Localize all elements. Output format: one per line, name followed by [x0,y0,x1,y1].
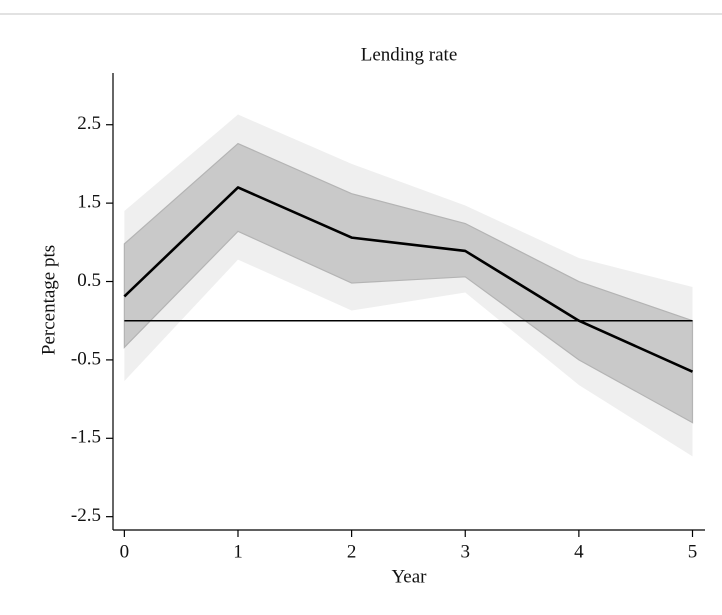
y-tick-label: -1.5 [71,427,101,448]
y-tick-label: -2.5 [71,505,101,526]
y-tick-label: -0.5 [71,348,101,369]
x-tick-label: 2 [347,541,357,562]
confidence-band [123,142,694,424]
x-tick-label: 0 [120,541,130,562]
confidence-band [124,114,693,457]
y-tick-label: 0.5 [77,270,101,291]
line-series [123,186,694,373]
y-tick-label: 1.5 [77,191,101,212]
x-axis-label: Year [391,566,427,587]
x-tick-label: 4 [574,541,584,562]
chart-title: Lending rate [361,44,458,65]
x-tick-label: 5 [688,541,698,562]
x-tick-label: 3 [460,541,470,562]
y-axis-label: Percentage pts [38,245,59,355]
x-tick-label: 1 [233,541,243,562]
y-tick-label: 2.5 [77,113,101,134]
